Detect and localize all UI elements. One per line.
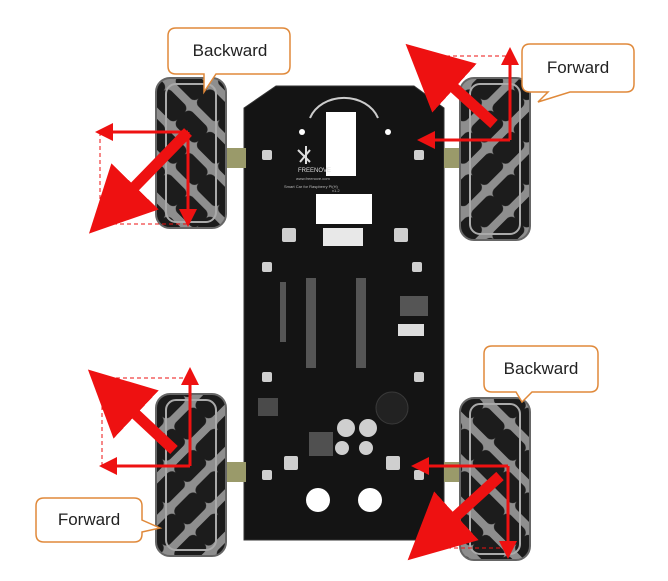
servo-arc (309, 96, 379, 119)
callout-bottom-right-shape (483, 345, 599, 404)
callout-bottom-left-shape (35, 497, 163, 543)
wheel-front-right (459, 77, 531, 241)
resultant-arrow (405, 43, 498, 129)
force-arrows-rear-right (407, 457, 517, 561)
buzzer (375, 391, 409, 425)
switch (309, 432, 333, 456)
resultant-arrow (88, 128, 192, 234)
callout-shapes (35, 27, 635, 543)
board-subtitle: Smart Car for Raspberry Pi(H) (284, 184, 338, 189)
capacitors (335, 419, 377, 455)
camera-slot (326, 112, 356, 176)
mount-hole (306, 488, 330, 512)
resultant-arrow (87, 369, 178, 455)
board-components (262, 150, 424, 480)
board-website: www.freenove.com (296, 176, 330, 181)
force-arrows-front-left (88, 123, 197, 234)
callout-top-left-shape (167, 27, 291, 95)
mount-hole (358, 488, 382, 512)
mount-hole (385, 129, 391, 135)
resultant-arrow (407, 471, 504, 561)
board-version: v1.2 (332, 188, 340, 193)
board-brand: FREENOVE (298, 168, 331, 174)
mount-hole (299, 129, 305, 135)
pin-headers (280, 278, 428, 368)
board-window (316, 194, 372, 224)
freenove-logo-icon (297, 146, 311, 164)
callout-top-right-shape (521, 43, 635, 103)
force-arrows-rear-left (87, 367, 199, 475)
force-arrows-front-right (405, 43, 519, 149)
power-button (258, 398, 278, 416)
control-board: FREENOVE www.freenove.com Smart Car for … (243, 85, 445, 541)
power-connector (323, 228, 363, 246)
